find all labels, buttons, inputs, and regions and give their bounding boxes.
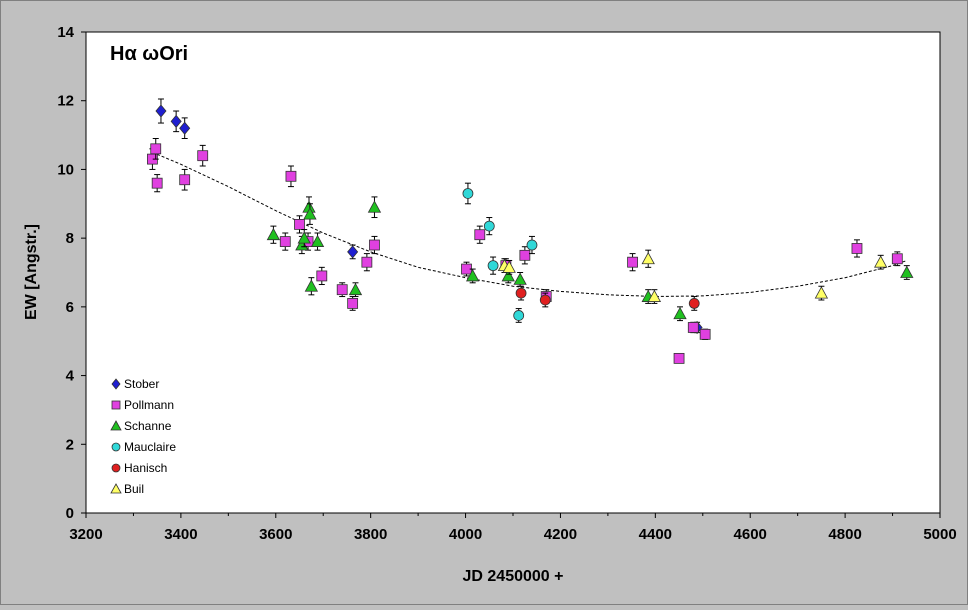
point-hanisch bbox=[688, 298, 700, 309]
series-buil bbox=[497, 249, 888, 304]
y-tick-label: 10 bbox=[57, 161, 74, 178]
point-mauclaire bbox=[462, 188, 474, 199]
point-pollmann bbox=[699, 328, 711, 340]
point-mauclaire bbox=[526, 239, 538, 251]
legend-label-hanisch: Hanisch bbox=[124, 461, 167, 475]
point-schanne bbox=[303, 207, 317, 220]
legend-marker-buil bbox=[110, 483, 122, 494]
point-pollmann bbox=[369, 239, 380, 251]
point-schanne bbox=[304, 279, 319, 292]
x-tick-label: 3200 bbox=[69, 526, 102, 543]
legend-label-pollmann: Pollmann bbox=[124, 398, 174, 412]
point-pollmann bbox=[336, 284, 348, 296]
point-schanne bbox=[513, 272, 527, 285]
trend-line bbox=[152, 151, 907, 298]
point-stober bbox=[179, 121, 191, 135]
point-pollmann bbox=[347, 298, 359, 309]
point-hanisch bbox=[539, 294, 551, 306]
point-pollmann bbox=[627, 256, 638, 268]
point-schanne bbox=[348, 282, 363, 296]
y-tick-label: 12 bbox=[57, 93, 74, 110]
trend-layer bbox=[152, 151, 907, 298]
point-pollmann bbox=[150, 143, 162, 155]
point-buil bbox=[874, 255, 888, 268]
point-pollmann bbox=[361, 256, 373, 268]
y-tick-label: 2 bbox=[66, 436, 74, 453]
y-tick-label: 0 bbox=[66, 505, 74, 522]
point-pollmann bbox=[851, 243, 863, 254]
x-tick-label: 3400 bbox=[164, 526, 197, 543]
y-tick-label: 4 bbox=[66, 368, 75, 385]
legend-marker-schanne bbox=[110, 420, 122, 431]
x-tick-label: 4800 bbox=[828, 526, 861, 543]
chart-title: Hα ωOri bbox=[110, 43, 188, 65]
series-hanisch bbox=[515, 285, 700, 311]
x-tick-label: 4600 bbox=[734, 526, 767, 543]
legend-marker-hanisch bbox=[111, 463, 121, 473]
point-mauclaire bbox=[513, 310, 525, 321]
y-tick-label: 8 bbox=[66, 230, 74, 247]
point-stober bbox=[347, 245, 359, 259]
point-pollmann bbox=[197, 150, 209, 162]
series-schanne bbox=[266, 196, 914, 322]
x-axis-label: JD 2450000 + bbox=[463, 568, 564, 585]
point-pollmann bbox=[673, 352, 685, 364]
marks-layer bbox=[147, 98, 914, 364]
x-tick-label: 4200 bbox=[544, 526, 577, 543]
point-pollmann bbox=[316, 270, 328, 282]
point-buil bbox=[647, 289, 662, 302]
point-schanne bbox=[501, 269, 515, 282]
point-schanne bbox=[465, 269, 480, 282]
point-schanne bbox=[295, 238, 309, 251]
point-schanne bbox=[297, 231, 311, 244]
point-pollmann bbox=[279, 236, 291, 247]
legend-label-stober: Stober bbox=[124, 377, 159, 391]
point-pollmann bbox=[285, 170, 297, 182]
point-stober bbox=[170, 114, 182, 128]
y-tick-label: 6 bbox=[66, 299, 74, 316]
x-tick-label: 4400 bbox=[639, 526, 672, 543]
point-pollmann bbox=[294, 218, 305, 230]
point-pollmann bbox=[519, 249, 531, 261]
point-schanne bbox=[367, 200, 382, 213]
point-schanne bbox=[673, 306, 687, 320]
x-tick-label: 4000 bbox=[449, 526, 482, 543]
point-mauclaire bbox=[483, 220, 495, 232]
x-tick-label: 3800 bbox=[354, 526, 387, 543]
point-mauclaire bbox=[487, 260, 499, 272]
point-stober bbox=[155, 104, 167, 118]
legend-marker-pollmann bbox=[111, 400, 121, 410]
point-pollmann bbox=[687, 322, 699, 333]
point-pollmann bbox=[151, 177, 163, 189]
point-pollmann bbox=[179, 174, 191, 186]
point-buil bbox=[814, 286, 829, 299]
series-mauclaire bbox=[462, 182, 538, 323]
point-buil bbox=[502, 260, 516, 273]
point-schanne bbox=[310, 234, 325, 247]
legend-marker-mauclaire bbox=[111, 442, 121, 452]
y-tick-label: 14 bbox=[57, 24, 74, 41]
legend-label-schanne: Schanne bbox=[124, 419, 172, 433]
point-buil bbox=[641, 251, 655, 265]
x-tick-label: 3600 bbox=[259, 526, 292, 543]
point-hanisch bbox=[515, 287, 527, 299]
x-tick-label: 5000 bbox=[923, 526, 956, 543]
y-axis-label: EW [Angstr.] bbox=[23, 224, 40, 320]
point-pollmann bbox=[474, 229, 486, 241]
legend-label-mauclaire: Mauclaire bbox=[124, 440, 176, 454]
point-schanne bbox=[266, 227, 281, 241]
point-pollmann bbox=[891, 253, 903, 265]
point-schanne bbox=[900, 265, 914, 278]
legend-label-buil: Buil bbox=[124, 482, 144, 496]
legend: Stober Pollmann Schanne Mauclaire Hanisch Bui… bbox=[110, 377, 176, 496]
axes-layer: 3200 3400 3600 3800 4000 4200 4400 4600 4800 5000… bbox=[57, 24, 956, 543]
legend-marker-stober bbox=[111, 378, 121, 390]
